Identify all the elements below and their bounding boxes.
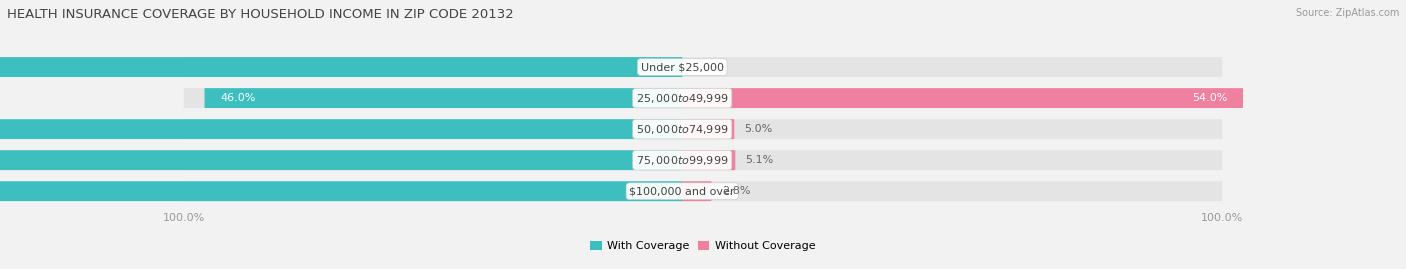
Text: 5.1%: 5.1% [745,155,773,165]
FancyBboxPatch shape [0,57,682,77]
Text: $50,000 to $74,999: $50,000 to $74,999 [636,123,728,136]
Text: 54.0%: 54.0% [1192,93,1227,103]
FancyBboxPatch shape [0,181,682,201]
FancyBboxPatch shape [184,119,1222,139]
FancyBboxPatch shape [184,88,1222,108]
Text: Source: ZipAtlas.com: Source: ZipAtlas.com [1295,8,1399,18]
FancyBboxPatch shape [682,119,734,139]
FancyBboxPatch shape [204,88,682,108]
Text: $100,000 and over: $100,000 and over [630,186,735,196]
FancyBboxPatch shape [682,150,735,170]
FancyBboxPatch shape [0,150,682,170]
Text: $75,000 to $99,999: $75,000 to $99,999 [636,154,728,167]
Text: 46.0%: 46.0% [221,93,256,103]
FancyBboxPatch shape [184,181,1222,201]
FancyBboxPatch shape [0,119,682,139]
Text: 2.8%: 2.8% [721,186,751,196]
Text: $25,000 to $49,999: $25,000 to $49,999 [636,91,728,105]
Legend: With Coverage, Without Coverage: With Coverage, Without Coverage [586,236,820,256]
Text: Under $25,000: Under $25,000 [641,62,724,72]
FancyBboxPatch shape [682,181,711,201]
Text: HEALTH INSURANCE COVERAGE BY HOUSEHOLD INCOME IN ZIP CODE 20132: HEALTH INSURANCE COVERAGE BY HOUSEHOLD I… [7,8,513,21]
FancyBboxPatch shape [184,57,1222,77]
FancyBboxPatch shape [682,88,1243,108]
Text: 5.0%: 5.0% [745,124,773,134]
FancyBboxPatch shape [184,150,1222,170]
